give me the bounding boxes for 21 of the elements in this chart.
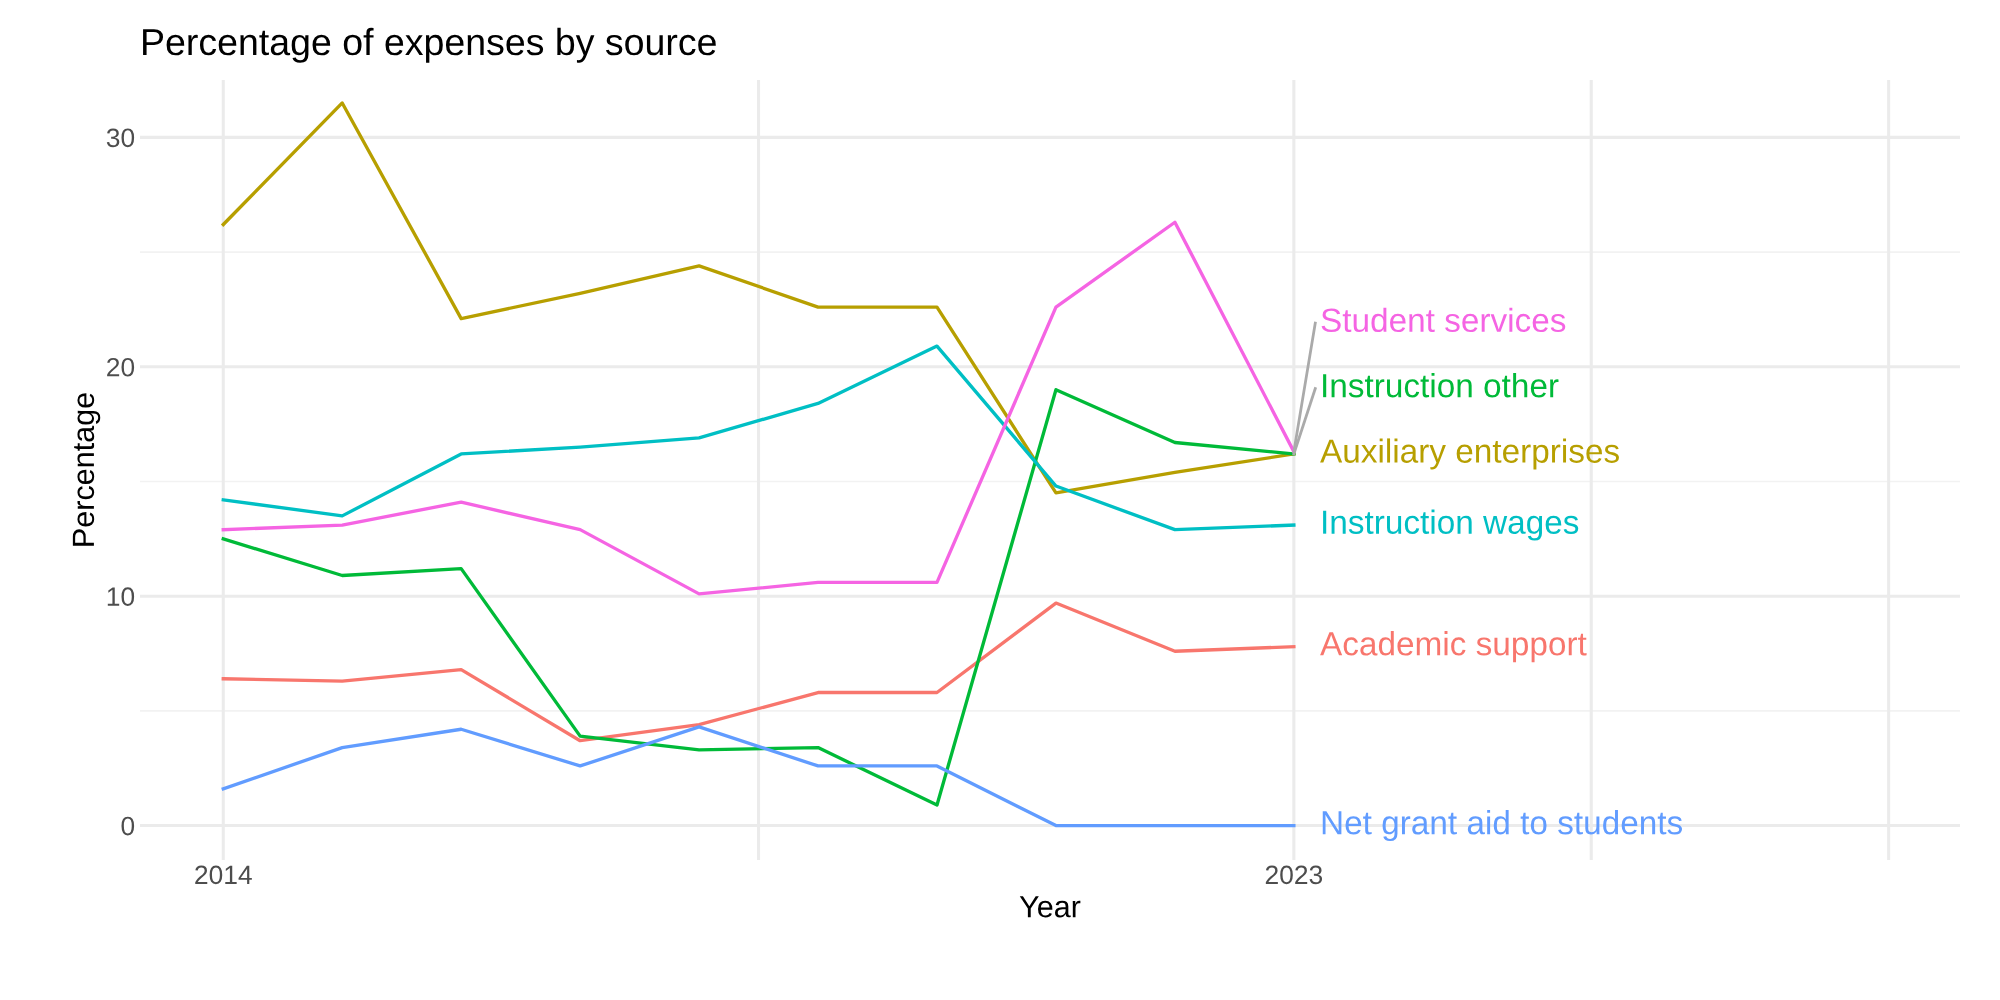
series-label: Instruction wages [1323, 509, 1579, 541]
y-tick-label: 10 [107, 587, 135, 606]
x-tick-label: 2023 [1265, 865, 1323, 885]
series-label: Academic support [1320, 631, 1587, 663]
y-axis-title: Percentage [72, 393, 101, 546]
chart-title: Percentage of expenses by source [143, 27, 716, 63]
y-tick-label: 30 [106, 128, 135, 148]
x-axis-title: Year [1019, 896, 1081, 918]
text: Student services [1321, 307, 1566, 333]
x-tick-label: 2014 [195, 865, 252, 885]
series-label: Instruction other [1323, 373, 1559, 398]
line-series [221, 101, 1296, 495]
line-series [221, 388, 1296, 807]
line-series [221, 344, 1296, 532]
line-series [221, 725, 1296, 828]
line-series [221, 601, 1296, 743]
series-label: Net grant aid to students [1322, 810, 1683, 842]
y-tick-label: 0 [121, 816, 135, 836]
y-tick-label: 20 [107, 357, 135, 377]
line-series [221, 220, 1296, 596]
series-label: Auxiliary enterprises [1320, 438, 1619, 470]
